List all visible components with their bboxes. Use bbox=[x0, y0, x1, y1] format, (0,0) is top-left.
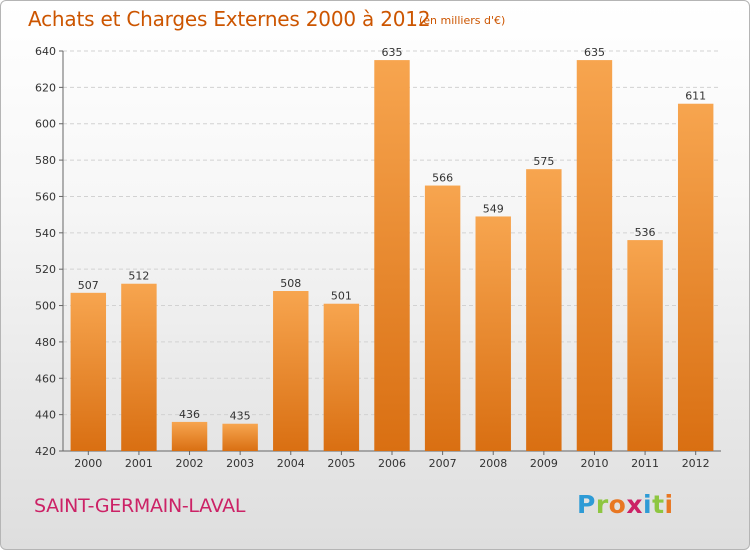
x-tick-labels: 2000 2001 2002 2003 2004 2005 2006 2007 2008 2009… bbox=[74, 457, 709, 470]
bar-2004 bbox=[273, 291, 309, 451]
y-tick-label: 580 bbox=[35, 154, 56, 167]
logo-letter: o bbox=[608, 490, 627, 519]
data-label: 635 bbox=[584, 46, 605, 59]
data-label: 508 bbox=[280, 277, 301, 290]
x-tick-label: 2012 bbox=[682, 457, 710, 470]
bar-2000 bbox=[70, 292, 107, 451]
x-tick-label: 2000 bbox=[74, 457, 102, 470]
y-tick-label: 620 bbox=[35, 81, 56, 94]
y-tick-label: 640 bbox=[35, 45, 56, 58]
x-tick-label: 2006 bbox=[378, 457, 406, 470]
bar-2007 bbox=[424, 185, 461, 451]
y-tick-label: 460 bbox=[35, 372, 56, 385]
y-tick-labels: 420 440 460 480 500 520 540 560 580 600 620 640 bbox=[35, 45, 56, 458]
data-label: 435 bbox=[230, 410, 251, 423]
data-label: 575 bbox=[533, 155, 554, 168]
y-tick-label: 480 bbox=[35, 336, 56, 349]
bar-2001 bbox=[121, 283, 157, 451]
bar-2005 bbox=[323, 303, 360, 451]
x-tick-label: 2003 bbox=[226, 457, 254, 470]
logo-letter: r bbox=[595, 490, 609, 519]
logo-letter: i bbox=[643, 490, 653, 519]
data-label: 566 bbox=[432, 172, 453, 185]
data-label: 507 bbox=[78, 279, 99, 292]
bar-2006 bbox=[374, 60, 410, 451]
x-tick-label: 2005 bbox=[327, 457, 355, 470]
y-tick-label: 520 bbox=[35, 263, 56, 276]
data-label: 536 bbox=[635, 226, 656, 239]
data-labels: 507 512 436 435 508 501 635 566 549 575 635 536 611 bbox=[78, 46, 706, 423]
bars bbox=[70, 60, 714, 452]
y-tick-label: 560 bbox=[35, 190, 56, 203]
logo-letter: P bbox=[577, 490, 596, 519]
logo-letter: i bbox=[664, 490, 674, 519]
bar-2012 bbox=[677, 103, 714, 452]
y-tick-label: 420 bbox=[35, 445, 56, 458]
logo-letter: t bbox=[652, 490, 665, 519]
place-name: SAINT-GERMAIN-LAVAL bbox=[34, 495, 246, 517]
data-label: 512 bbox=[128, 270, 149, 283]
proxiti-logo[interactable]: Proxiti bbox=[577, 490, 674, 519]
data-label: 611 bbox=[685, 90, 706, 103]
bar-2010 bbox=[576, 60, 613, 451]
x-tick-label: 2010 bbox=[580, 457, 608, 470]
y-tick-label: 500 bbox=[35, 300, 56, 313]
logo-letter: x bbox=[626, 490, 643, 519]
chart-title: Achats et Charges Externes 2000 à 2012 bbox=[28, 7, 431, 31]
x-tick-label: 2011 bbox=[631, 457, 659, 470]
data-label: 436 bbox=[179, 408, 200, 421]
y-tick-label: 600 bbox=[35, 118, 56, 131]
x-tick-label: 2007 bbox=[429, 457, 457, 470]
y-tick-label: 540 bbox=[35, 227, 56, 240]
bar-2011 bbox=[627, 240, 663, 451]
x-tick-label: 2008 bbox=[479, 457, 507, 470]
y-tick-label: 440 bbox=[35, 409, 56, 422]
bar-2002 bbox=[171, 421, 208, 451]
bar-2003 bbox=[222, 423, 258, 451]
bar-2009 bbox=[526, 169, 562, 451]
data-label: 501 bbox=[331, 290, 352, 303]
chart-subtitle: (en milliers d'€) bbox=[419, 14, 506, 27]
x-tick-label: 2002 bbox=[176, 457, 204, 470]
x-tick-label: 2004 bbox=[277, 457, 305, 470]
bar-2008 bbox=[475, 216, 511, 451]
data-label: 635 bbox=[382, 46, 403, 59]
x-tick-label: 2009 bbox=[530, 457, 558, 470]
x-tick-label: 2001 bbox=[125, 457, 153, 470]
data-label: 549 bbox=[483, 202, 504, 215]
